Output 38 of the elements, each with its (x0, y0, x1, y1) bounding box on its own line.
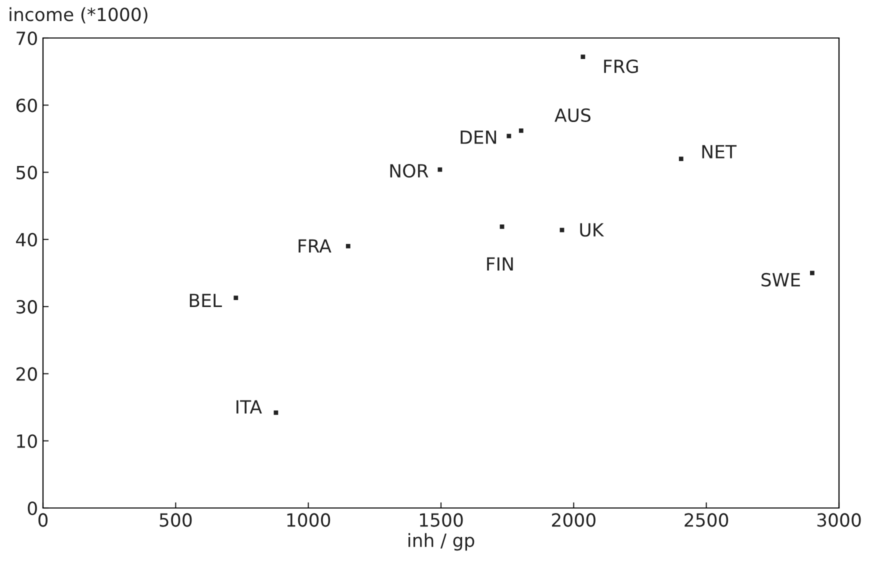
annotation: FRG (604, 59, 638, 74)
y-axis-title: income (*1000) (10, 7, 148, 24)
y-tick-label: 70 (16, 31, 37, 46)
point (346, 244, 350, 248)
y-tick-label: 40 (16, 232, 37, 247)
y-tick-label: 50 (16, 166, 37, 180)
annotation: FIN (487, 257, 513, 271)
x-axis-title: inh / gp (408, 533, 474, 551)
annotation: BEL (190, 294, 222, 307)
x-tick-label: 2000 (552, 513, 596, 527)
annotation: NOR (390, 164, 428, 178)
x-tick-label: 2500 (684, 513, 728, 527)
annotation: DEN (460, 130, 496, 144)
annotation: FRA (298, 239, 332, 253)
annotation: SWE (762, 272, 800, 287)
x-tick-label: 1500 (420, 513, 463, 527)
point (810, 270, 814, 276)
y-tick-label: 60 (16, 98, 37, 112)
annotation: NET (702, 145, 737, 158)
point (506, 134, 512, 138)
annotation: UK (580, 223, 604, 237)
point (438, 167, 442, 172)
point (234, 296, 238, 300)
x-tick-label: 1000 (287, 513, 330, 527)
point (274, 410, 278, 415)
y-tick-label: 10 (17, 434, 37, 448)
x-tick-label: 3000 (817, 513, 861, 527)
annotation: ITA (236, 400, 262, 414)
x-tick-label: 500 (160, 513, 192, 527)
x-tick-label: 0 (38, 513, 48, 527)
point (500, 224, 504, 229)
point (580, 54, 586, 59)
point (678, 156, 684, 162)
y-tick-label: 20 (16, 367, 37, 381)
point (518, 128, 524, 133)
y-tick-label: 0 (28, 501, 37, 516)
y-tick-label: 30 (16, 300, 37, 314)
annotation: AUS (554, 108, 590, 122)
